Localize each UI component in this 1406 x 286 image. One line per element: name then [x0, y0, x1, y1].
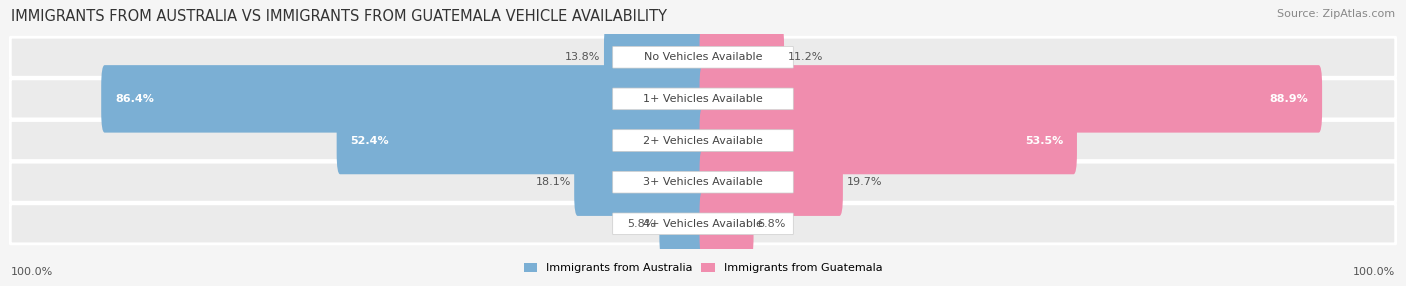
FancyBboxPatch shape	[700, 65, 1322, 133]
Text: 1+ Vehicles Available: 1+ Vehicles Available	[643, 94, 763, 104]
Text: 2+ Vehicles Available: 2+ Vehicles Available	[643, 136, 763, 146]
Legend: Immigrants from Australia, Immigrants from Guatemala: Immigrants from Australia, Immigrants fr…	[519, 259, 887, 278]
Text: 19.7%: 19.7%	[846, 177, 882, 187]
FancyBboxPatch shape	[10, 79, 1396, 119]
FancyBboxPatch shape	[10, 162, 1396, 202]
FancyBboxPatch shape	[10, 37, 1396, 77]
FancyBboxPatch shape	[700, 190, 754, 258]
Text: 100.0%: 100.0%	[11, 267, 53, 277]
Text: 52.4%: 52.4%	[350, 136, 389, 146]
FancyBboxPatch shape	[613, 88, 793, 110]
FancyBboxPatch shape	[101, 65, 706, 133]
FancyBboxPatch shape	[613, 130, 793, 151]
FancyBboxPatch shape	[336, 107, 706, 174]
FancyBboxPatch shape	[700, 107, 1077, 174]
FancyBboxPatch shape	[574, 148, 706, 216]
Text: 13.8%: 13.8%	[565, 52, 600, 62]
Text: 6.8%: 6.8%	[756, 219, 786, 229]
FancyBboxPatch shape	[700, 23, 785, 91]
FancyBboxPatch shape	[613, 213, 793, 235]
Text: 5.8%: 5.8%	[627, 219, 657, 229]
FancyBboxPatch shape	[659, 190, 706, 258]
Text: Source: ZipAtlas.com: Source: ZipAtlas.com	[1277, 9, 1395, 19]
FancyBboxPatch shape	[10, 120, 1396, 160]
Text: 3+ Vehicles Available: 3+ Vehicles Available	[643, 177, 763, 187]
FancyBboxPatch shape	[700, 148, 842, 216]
Text: 18.1%: 18.1%	[536, 177, 571, 187]
Text: No Vehicles Available: No Vehicles Available	[644, 52, 762, 62]
FancyBboxPatch shape	[10, 204, 1396, 244]
Text: 100.0%: 100.0%	[1353, 267, 1395, 277]
Text: 88.9%: 88.9%	[1270, 94, 1308, 104]
FancyBboxPatch shape	[605, 23, 706, 91]
Text: 11.2%: 11.2%	[787, 52, 823, 62]
Text: 53.5%: 53.5%	[1025, 136, 1063, 146]
FancyBboxPatch shape	[613, 171, 793, 193]
Text: 4+ Vehicles Available: 4+ Vehicles Available	[643, 219, 763, 229]
Text: 86.4%: 86.4%	[115, 94, 153, 104]
Text: IMMIGRANTS FROM AUSTRALIA VS IMMIGRANTS FROM GUATEMALA VEHICLE AVAILABILITY: IMMIGRANTS FROM AUSTRALIA VS IMMIGRANTS …	[11, 9, 668, 23]
FancyBboxPatch shape	[613, 46, 793, 68]
